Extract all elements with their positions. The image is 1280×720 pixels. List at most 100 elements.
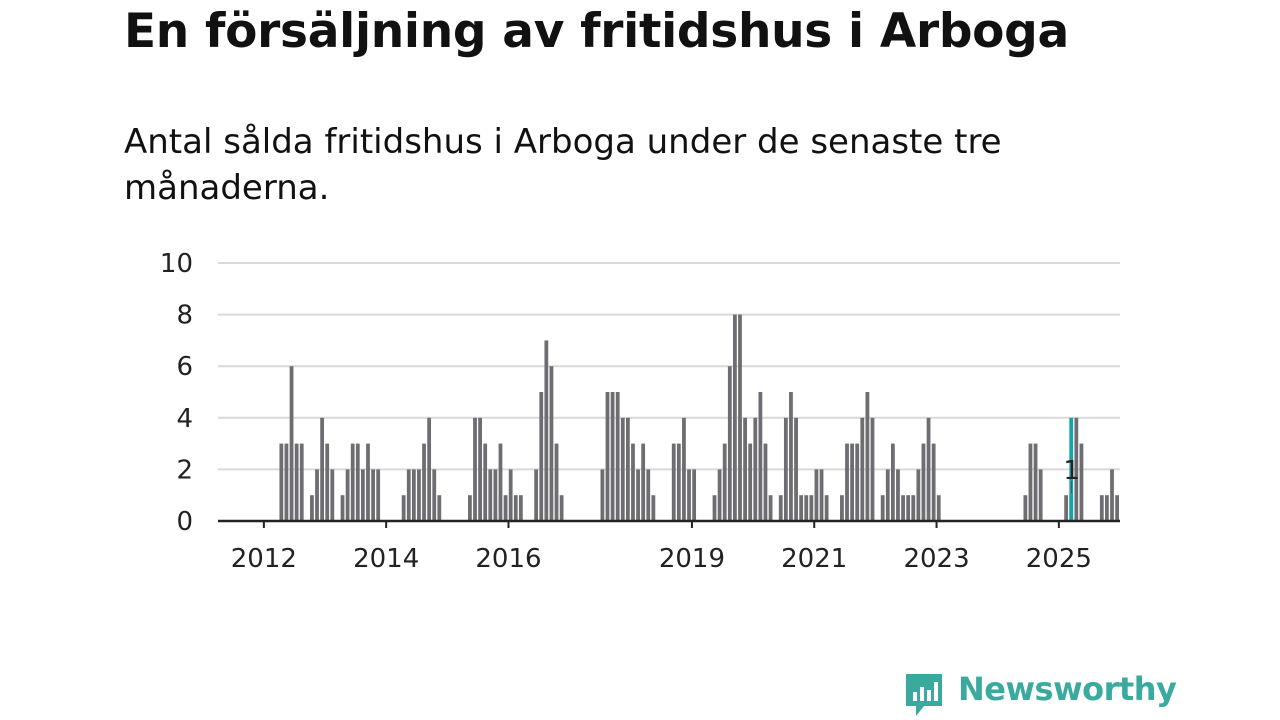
- bar: [1064, 495, 1069, 521]
- chart-title: En försäljning av fritidshus i Arboga: [124, 4, 1069, 59]
- y-tick-label: 6: [176, 352, 193, 382]
- bar: [483, 443, 488, 521]
- bar: [605, 392, 610, 521]
- bar: [315, 469, 319, 521]
- bar: [549, 366, 554, 521]
- bar: [488, 469, 493, 521]
- bar: [478, 417, 482, 521]
- bar: [320, 417, 325, 521]
- bar: [1033, 443, 1038, 521]
- bar: [804, 495, 809, 521]
- bar: [534, 469, 539, 521]
- bar: [544, 340, 549, 521]
- x-tick-label: 2014: [353, 544, 419, 574]
- bar: [911, 495, 916, 521]
- bar: [1115, 495, 1119, 521]
- bar: [310, 495, 314, 521]
- bar: [1105, 495, 1109, 521]
- bar: [422, 443, 426, 521]
- bar: [539, 392, 544, 521]
- x-tick-label: 2025: [1026, 544, 1092, 574]
- bar: [636, 469, 640, 521]
- bar: [493, 469, 498, 521]
- bar: [625, 417, 630, 521]
- bar: [432, 469, 437, 521]
- bar: [437, 495, 442, 521]
- bar: [901, 495, 905, 521]
- bar: [411, 469, 416, 521]
- newsworthy-logo[interactable]: Newsworthy: [902, 670, 1177, 718]
- bar: [360, 469, 365, 521]
- bar: [824, 495, 829, 521]
- bar: [926, 417, 931, 521]
- bar: [1110, 469, 1114, 521]
- bar: [783, 417, 788, 521]
- bar: [299, 443, 304, 521]
- bar: [906, 495, 911, 521]
- bar: [498, 443, 503, 521]
- bar: [330, 469, 335, 521]
- bar: [1074, 417, 1079, 521]
- bar: [371, 469, 375, 521]
- bar: [289, 366, 294, 521]
- bar: [651, 495, 656, 521]
- bar: [916, 469, 921, 521]
- highlight-value-label: 1: [1063, 456, 1080, 486]
- bar: [722, 443, 727, 521]
- bar: [676, 443, 681, 521]
- bar: [809, 495, 814, 521]
- bar: [748, 443, 753, 521]
- bar: [768, 495, 773, 521]
- bar: [646, 469, 651, 521]
- bar: [1023, 495, 1028, 521]
- bar: [610, 392, 615, 521]
- bar: [325, 443, 330, 521]
- y-tick-label: 4: [176, 404, 193, 434]
- bar: [401, 495, 406, 521]
- bar: [473, 417, 477, 521]
- bar: [641, 443, 646, 521]
- bar: [870, 417, 875, 521]
- bar: [631, 443, 635, 521]
- bar: [615, 392, 620, 521]
- bar: [350, 443, 355, 521]
- bar: [931, 443, 936, 521]
- bar: [279, 443, 284, 521]
- bar: [682, 417, 686, 521]
- bar: [620, 417, 625, 521]
- bar: [1069, 417, 1074, 521]
- bar: [427, 417, 432, 521]
- y-tick-label: 8: [176, 301, 193, 331]
- chart-subtitle: Antal sålda fritidshus i Arboga under de…: [124, 122, 1002, 208]
- bar: [513, 495, 518, 521]
- x-tick-label: 2021: [781, 544, 847, 574]
- bar: [738, 314, 742, 521]
- bar: [840, 495, 844, 521]
- bar: [896, 469, 900, 521]
- bar: [865, 392, 870, 521]
- bar: [417, 469, 421, 521]
- bar: [366, 443, 370, 521]
- bar: [376, 469, 381, 521]
- bar-chart-speech-icon: [906, 674, 942, 716]
- bar: [743, 417, 747, 521]
- bar: [727, 366, 732, 521]
- bar: [687, 469, 691, 521]
- bar: [554, 443, 559, 521]
- bar: [340, 495, 345, 521]
- bar: [717, 469, 722, 521]
- bar: [345, 469, 350, 521]
- bar: [763, 443, 768, 521]
- bar: [671, 443, 676, 521]
- bar: [819, 469, 824, 521]
- bar: [799, 495, 804, 521]
- bar: [503, 495, 508, 521]
- bar: [753, 417, 758, 521]
- bar: [778, 495, 783, 521]
- bar: [1079, 443, 1084, 521]
- bar: [294, 443, 299, 521]
- bar: [885, 469, 890, 521]
- bar: [692, 469, 697, 521]
- x-tick-label: 2012: [231, 544, 297, 574]
- bar: [600, 469, 605, 521]
